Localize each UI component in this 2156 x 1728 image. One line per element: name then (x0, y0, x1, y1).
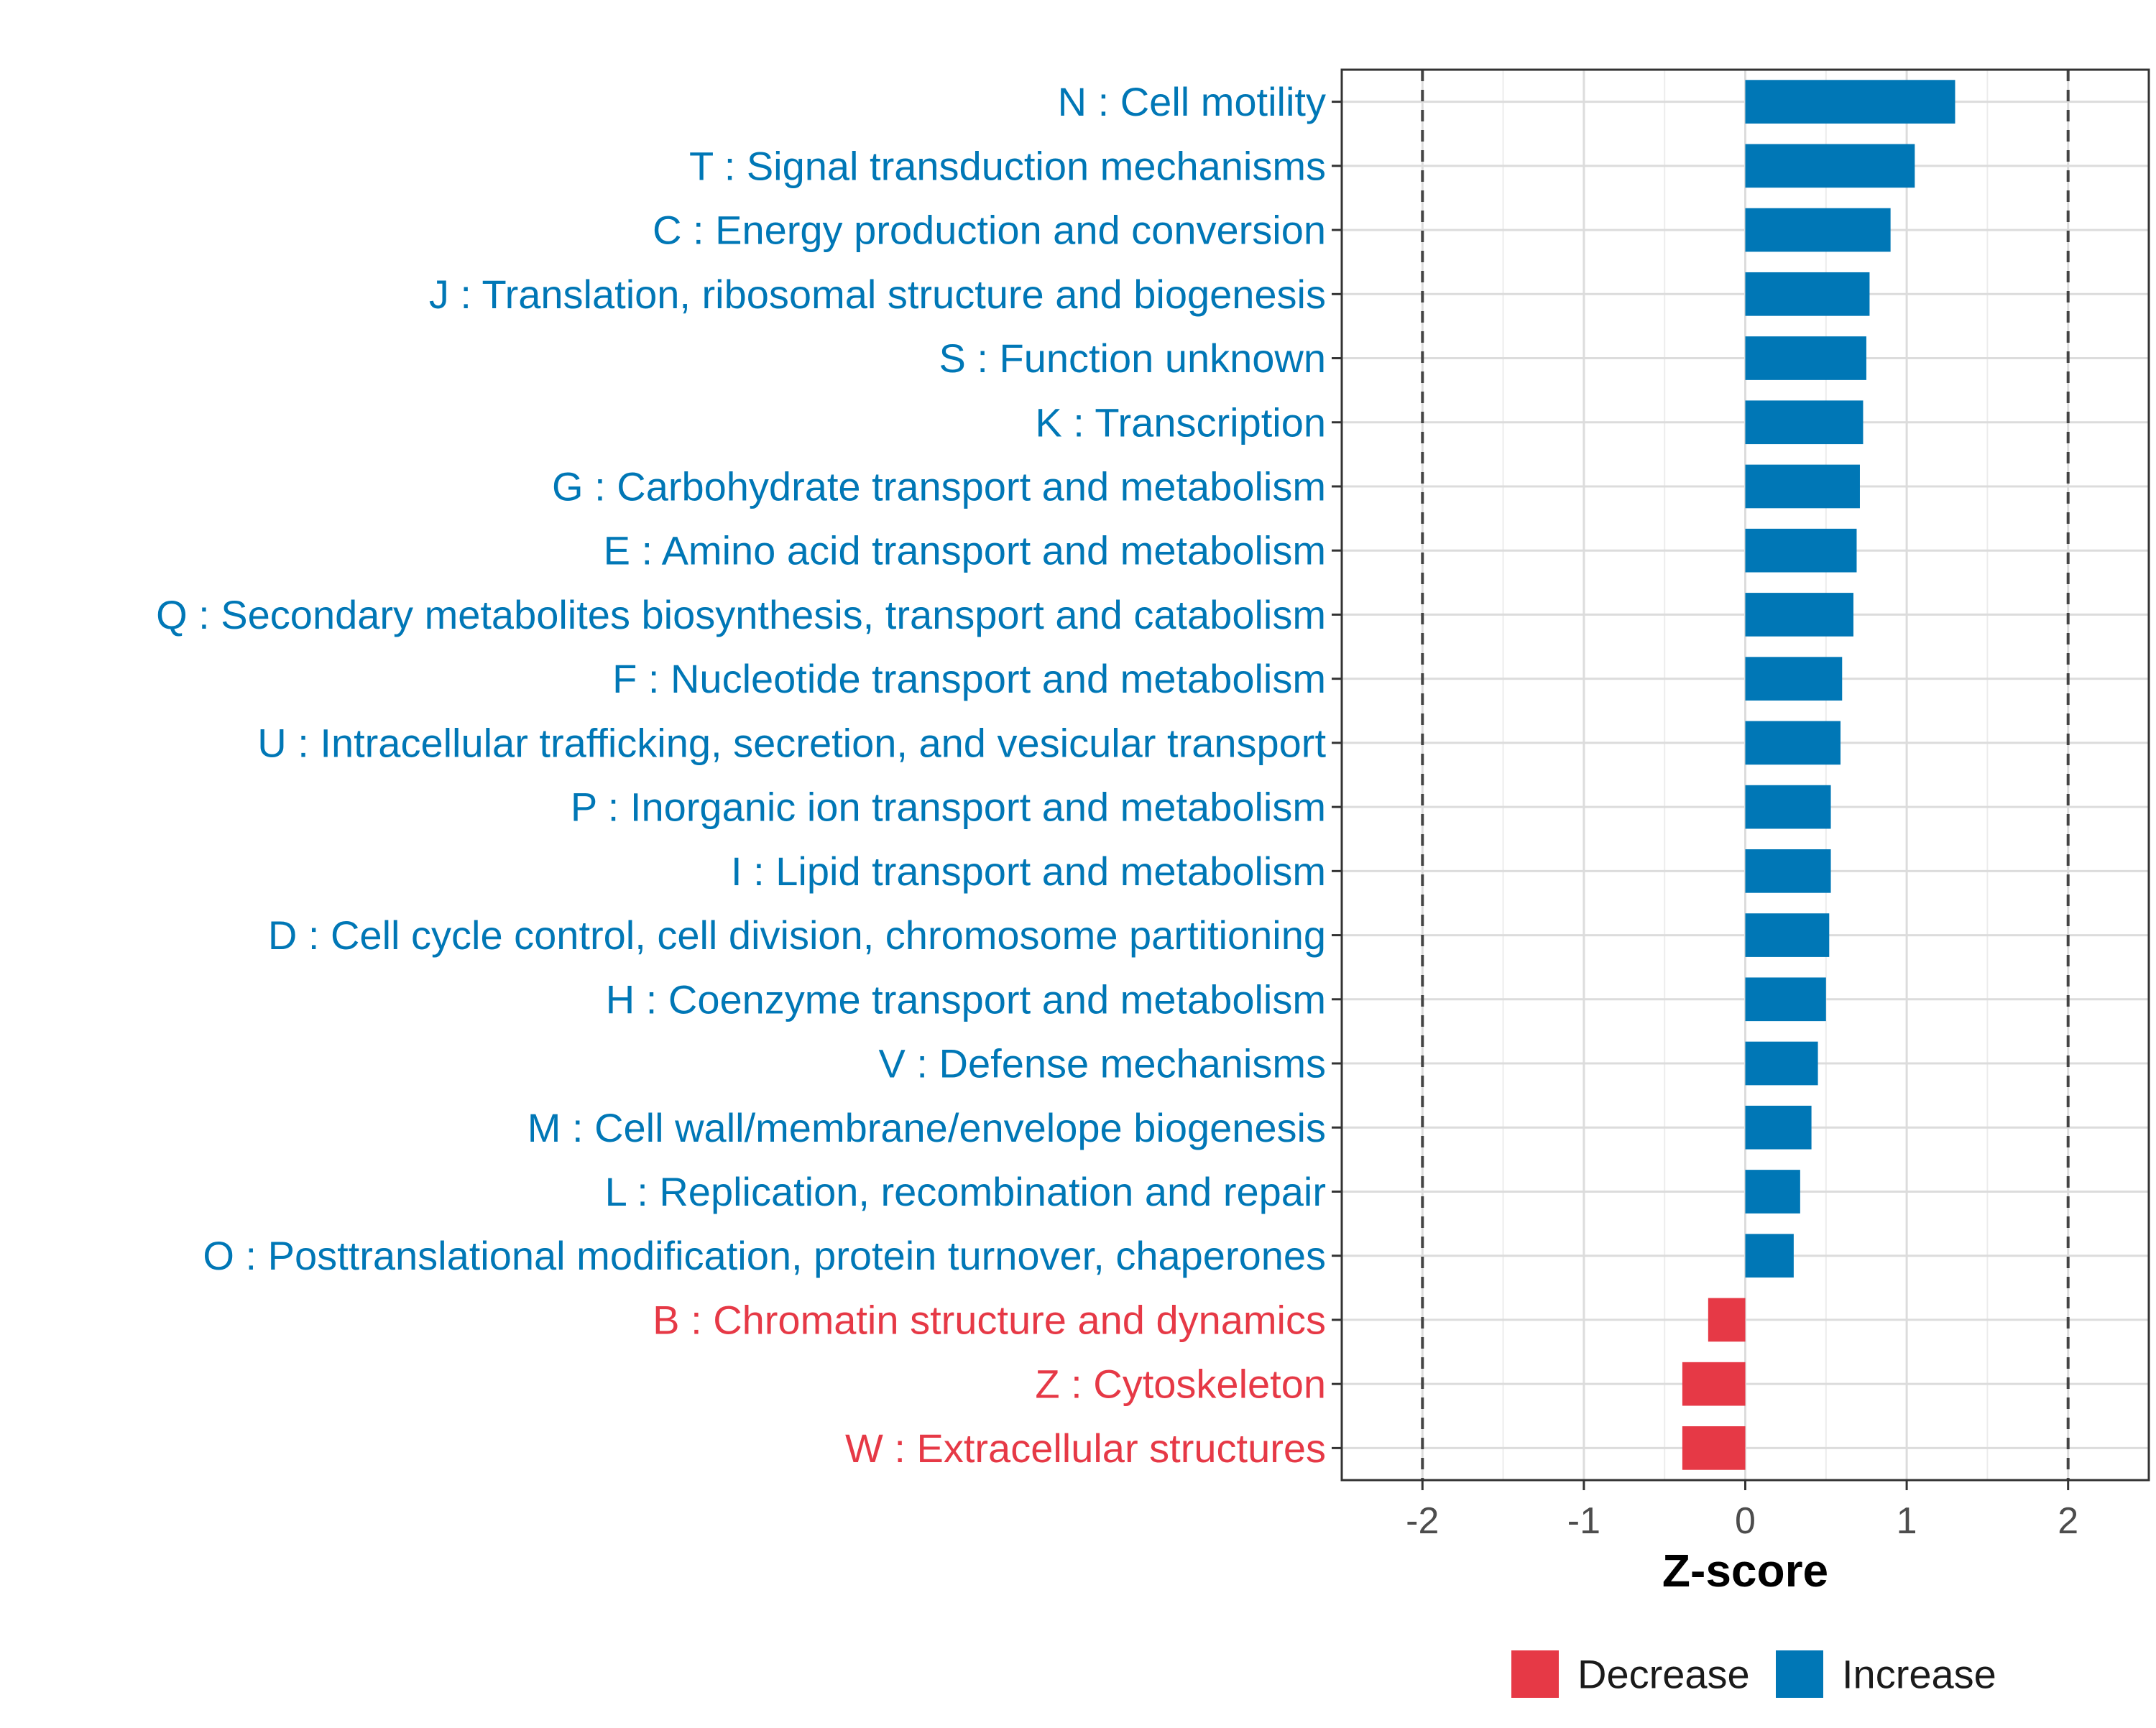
bar (1745, 721, 1841, 765)
bar (1745, 1105, 1812, 1150)
category-label: J : Translation, ribosomal structure and… (429, 272, 1326, 317)
category-label: W : Extracellular structures (845, 1426, 1326, 1471)
category-label: N : Cell motility (1058, 79, 1326, 124)
legend: Decrease Increase (1511, 1650, 1996, 1698)
category-label: C : Energy production and conversion (653, 208, 1326, 253)
category-label: P : Inorganic ion transport and metaboli… (571, 785, 1326, 830)
category-label: M : Cell wall/membrane/envelope biogenes… (528, 1105, 1326, 1150)
bar (1745, 849, 1831, 893)
bar (1745, 593, 1853, 637)
reference-lines (1421, 70, 2070, 1480)
category-label: L : Replication, recombination and repai… (605, 1169, 1326, 1214)
category-label: H : Coenzyme transport and metabolism (606, 976, 1326, 1022)
bar (1745, 400, 1864, 445)
x-axis-title: Z-score (1662, 1545, 1828, 1597)
y-axis-ticks (1332, 101, 1342, 1449)
bar (1745, 208, 1891, 252)
bar (1682, 1362, 1746, 1406)
category-label: V : Defense mechanisms (879, 1041, 1326, 1086)
x-tick-label: -1 (1567, 1500, 1600, 1542)
category-label: Q : Secondary metabolites biosynthesis, … (156, 592, 1326, 637)
category-label: G : Carbohydrate transport and metabolis… (552, 463, 1326, 509)
category-label: E : Amino acid transport and metabolism (604, 528, 1326, 573)
x-tick-label: 0 (1735, 1500, 1756, 1542)
bar (1745, 1234, 1794, 1278)
category-label: K : Transcription (1035, 399, 1326, 445)
category-label: F : Nucleotide transport and metabolism (612, 656, 1326, 701)
category-labels: N : Cell motility T : Signal transduction… (156, 79, 1326, 1471)
category-label: O : Posttranslational modification, prot… (203, 1233, 1326, 1278)
legend-swatch (1776, 1650, 1823, 1698)
bar (1745, 913, 1830, 957)
x-tick-label: 2 (2058, 1500, 2078, 1542)
category-label: U : Intracellular trafficking, secretion… (257, 720, 1326, 765)
bar (1745, 977, 1826, 1022)
legend-label: Decrease (1577, 1652, 1750, 1697)
category-label: S : Function unknown (939, 336, 1326, 381)
bar (1745, 1041, 1818, 1086)
x-tick-label: 1 (1897, 1500, 1917, 1542)
category-label: Z : Cytoskeleton (1035, 1362, 1326, 1407)
x-axis-ticks: -2 -1 0 1 2 (1406, 1480, 2078, 1542)
bar (1682, 1426, 1746, 1470)
bar (1745, 272, 1870, 316)
bar (1745, 785, 1831, 829)
legend-swatch (1511, 1650, 1559, 1698)
category-label: T : Signal transduction mechanisms (689, 143, 1326, 188)
bar (1745, 464, 1860, 509)
category-label: I : Lipid transport and metabolism (731, 849, 1326, 894)
bar (1745, 80, 1955, 124)
x-tick-label: -2 (1406, 1500, 1439, 1542)
category-label: B : Chromatin structure and dynamics (653, 1297, 1326, 1342)
category-label: D : Cell cycle control, cell division, c… (268, 912, 1326, 958)
bar (1708, 1298, 1746, 1342)
bar (1745, 528, 1857, 573)
bar (1745, 336, 1866, 380)
bar (1745, 1170, 1800, 1214)
bar (1745, 657, 1843, 701)
bar (1745, 144, 1915, 188)
legend-label: Increase (1842, 1652, 1996, 1697)
bars (1682, 80, 1955, 1470)
